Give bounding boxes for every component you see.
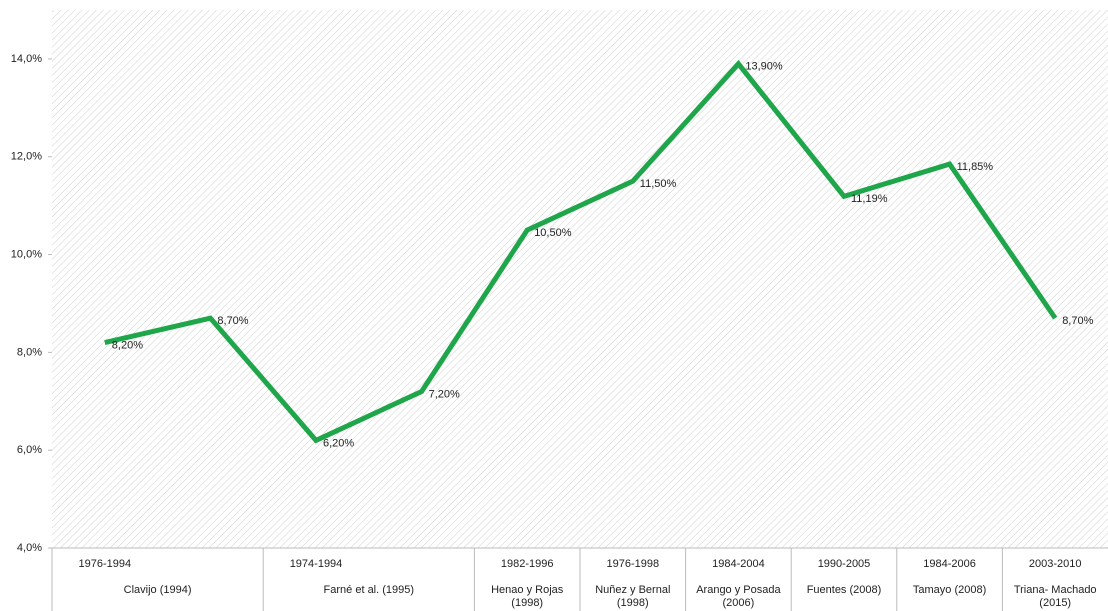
- data-label: 11,19%: [851, 193, 888, 205]
- data-line: [104, 59, 1058, 444]
- y-tick-label: 8,0%: [17, 346, 42, 358]
- y-tick-label: 14,0%: [11, 53, 42, 65]
- group-label: Arango y Posada (2006): [696, 584, 781, 609]
- data-label: 10,50%: [534, 227, 572, 239]
- data-label: 8,20%: [112, 339, 143, 351]
- group-label: Clavijo (1994): [124, 584, 192, 596]
- y-tick-label: 10,0%: [11, 248, 42, 260]
- y-tick-label: 6,0%: [17, 444, 42, 456]
- group-label: Nuñez y Bernal (1998): [595, 584, 670, 609]
- x-tick-label: 1974-1994: [290, 558, 343, 570]
- x-tick-label: 1984-2006: [923, 558, 976, 570]
- y-tick-label: 4,0%: [17, 542, 42, 554]
- plot-area: [52, 10, 1108, 548]
- data-label: 11,85%: [957, 161, 994, 173]
- x-tick-label: 1976-1994: [78, 558, 131, 570]
- data-label: 13,90%: [745, 61, 783, 73]
- x-tick-label: 1990-2005: [818, 558, 871, 570]
- data-label: 8,70%: [217, 315, 248, 327]
- data-label: 7,20%: [429, 388, 460, 400]
- data-label: 6,20%: [323, 437, 354, 449]
- y-tick-label: 12,0%: [11, 151, 42, 163]
- data-label: 8,70%: [1062, 315, 1093, 327]
- group-label: Fuentes (2008): [807, 584, 882, 596]
- x-tick-label: 1976-1998: [606, 558, 659, 570]
- group-label: Tamayo (2008): [913, 584, 986, 596]
- data-label: 11,50%: [640, 178, 677, 190]
- group-label: Triana- Machado (2015): [1014, 584, 1097, 609]
- x-tick-label: 1984-2004: [712, 558, 765, 570]
- group-label: Farné et al. (1995): [324, 584, 415, 596]
- x-tick-label: 1982-1996: [501, 558, 554, 570]
- x-tick-label: 2003-2010: [1029, 558, 1082, 570]
- group-label: Henao y Rojas (1998): [491, 584, 564, 609]
